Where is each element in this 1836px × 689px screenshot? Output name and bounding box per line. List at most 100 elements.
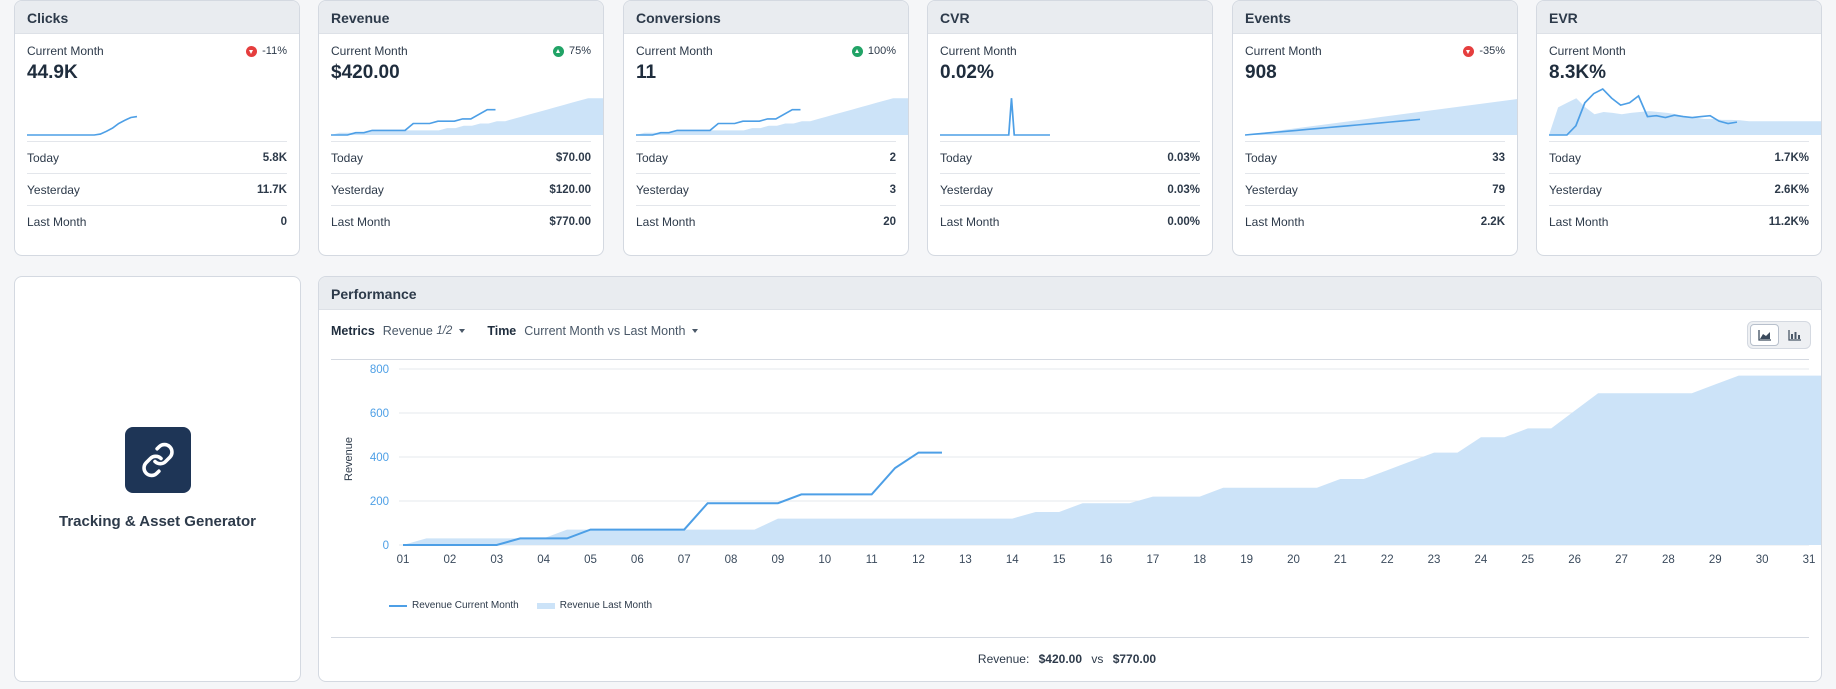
x-tick-label: 23 <box>1428 554 1441 566</box>
kpi-card-evr: EVR Current Month 8.3K% Today 1.7K% Yeste… <box>1536 0 1822 256</box>
metrics-label: Metrics <box>331 324 375 338</box>
x-tick-label: 12 <box>912 554 925 566</box>
legend-last-label[interactable]: Revenue Last Month <box>559 600 653 611</box>
time-dropdown[interactable]: Current Month vs Last Month <box>524 324 699 338</box>
summary-current: $420.00 <box>1038 652 1083 666</box>
last-month-row: Last Month $770.00 <box>331 205 591 237</box>
bar-chart-button[interactable] <box>1781 324 1808 346</box>
arrow-down-icon <box>246 45 258 57</box>
today-row: Today 5.8K <box>27 141 287 173</box>
x-tick-label: 11 <box>866 554 878 566</box>
x-tick-label: 22 <box>1381 554 1394 566</box>
yesterday-value: 2.6K% <box>1774 183 1809 196</box>
change-indicator: 100% <box>851 45 896 57</box>
x-tick-label: 01 <box>397 554 410 566</box>
today-row: Today 2 <box>636 141 896 173</box>
performance-chart: 0 200 400 600 800 Revenue 01 02 03 04 05 06 07 08 09 10… <box>343 364 1821 566</box>
sparkline <box>27 115 138 136</box>
x-tick-label: 05 <box>584 554 597 566</box>
area-chart-button[interactable] <box>1750 324 1779 346</box>
performance-card: Performance Metrics Revenue 1/2 Time Cur… <box>318 276 1822 682</box>
x-tick-label: 31 <box>1803 554 1816 566</box>
yesterday-label: Yesterday <box>636 182 689 197</box>
change-value: 100% <box>867 45 896 57</box>
change-value: -11% <box>262 45 287 57</box>
last-month-label: Last Month <box>331 214 391 229</box>
yesterday-value: $120.00 <box>549 183 591 196</box>
today-value: 5.8K <box>262 151 287 164</box>
kpi-value: 44.9K <box>27 62 78 83</box>
toolbar-divider <box>331 359 1809 360</box>
series-area-last-month <box>403 375 1821 545</box>
yesterday-label: Yesterday <box>331 182 384 197</box>
x-tick-label: 17 <box>1146 554 1159 566</box>
change-indicator: -11% <box>246 45 287 57</box>
sparkline-line <box>940 98 1050 136</box>
x-tick-label: 08 <box>725 554 738 566</box>
legend-swatch-current <box>389 604 407 607</box>
link-icon <box>124 427 191 493</box>
y-tick-label: 0 <box>383 540 389 552</box>
series-line-current-month <box>403 451 942 546</box>
sparkline-line <box>636 108 801 136</box>
last-month-row: Last Month 11.2K% <box>1549 205 1809 237</box>
tracker-label[interactable]: Tracking & Asset Generator <box>58 513 256 530</box>
last-month-row: Last Month 20 <box>636 205 896 237</box>
bar-chart-icon <box>1787 330 1801 341</box>
metrics-dropdown[interactable]: Revenue 1/2 <box>383 324 466 338</box>
x-tick-label: 04 <box>537 554 550 566</box>
kpi-title: Revenue <box>319 1 603 34</box>
legend-swatch-last <box>536 602 555 609</box>
today-row: Today 33 <box>1245 141 1505 173</box>
x-tick-label: 18 <box>1193 554 1206 566</box>
sparkline <box>331 98 603 136</box>
kpi-card-conversions: Conversions Current Month 100% 11 Today 2… <box>623 0 909 256</box>
sparkline-line <box>1245 118 1421 136</box>
change-indicator: -35% <box>1463 45 1505 57</box>
period-label: Current Month <box>940 44 1017 58</box>
x-tick-label: 21 <box>1334 554 1347 566</box>
today-label: Today <box>1245 150 1278 165</box>
yesterday-value: 79 <box>1492 183 1505 196</box>
kpi-title: CVR <box>928 1 1212 34</box>
x-tick-label: 10 <box>818 554 831 566</box>
arrow-up-icon <box>851 45 863 57</box>
today-label: Today <box>331 150 364 165</box>
sparkline-area <box>1245 99 1517 135</box>
arrow-down-icon <box>1463 45 1475 57</box>
chevron-down-icon <box>459 329 466 333</box>
performance-toolbar: Metrics Revenue 1/2 Time Current Month v… <box>331 324 699 338</box>
metrics-value: Revenue <box>382 324 433 338</box>
summary-line: Revenue: $420.00 vs $770.00 <box>319 652 1821 666</box>
today-value: 0.03% <box>1167 151 1200 164</box>
area-chart-icon <box>1757 330 1771 341</box>
summary-divider <box>331 637 1809 638</box>
last-month-label: Last Month <box>636 214 696 229</box>
last-month-label: Last Month <box>1549 214 1609 229</box>
legend-current-label[interactable]: Revenue Current Month <box>412 600 519 611</box>
kpi-title: Conversions <box>624 1 908 34</box>
today-row: Today 0.03% <box>940 141 1200 173</box>
kpi-card-revenue: Revenue Current Month 75% $420.00 Today $… <box>318 0 604 256</box>
yesterday-row: Yesterday 2.6K% <box>1549 173 1809 205</box>
last-month-label: Last Month <box>27 214 87 229</box>
last-month-row: Last Month 0.00% <box>940 205 1200 237</box>
y-tick-label: 600 <box>370 408 389 420</box>
x-tick-label: 07 <box>678 554 691 566</box>
kpi-value: $420.00 <box>331 62 400 83</box>
x-tick-label: 19 <box>1240 554 1253 566</box>
y-tick-label: 200 <box>370 496 389 508</box>
kpi-card-clicks: Clicks Current Month -11% 44.9K Today 5.8… <box>14 0 300 256</box>
x-tick-label: 03 <box>490 554 503 566</box>
sparkline-line <box>1549 87 1738 136</box>
last-month-value: 11.2K% <box>1768 215 1809 228</box>
summary-label: Revenue: <box>977 652 1030 666</box>
last-month-row: Last Month 2.2K <box>1245 205 1505 237</box>
kpi-card-events: Events Current Month -35% 908 Today 33 Ye… <box>1232 0 1518 256</box>
last-month-value: 0 <box>280 215 287 228</box>
tracker-card[interactable]: Tracking & Asset Generator <box>14 276 301 682</box>
chart-legend: Revenue Current Month Revenue Last Month <box>389 600 652 611</box>
x-tick-label: 27 <box>1615 554 1628 566</box>
yesterday-label: Yesterday <box>940 182 993 197</box>
x-tick-label: 20 <box>1287 554 1300 566</box>
